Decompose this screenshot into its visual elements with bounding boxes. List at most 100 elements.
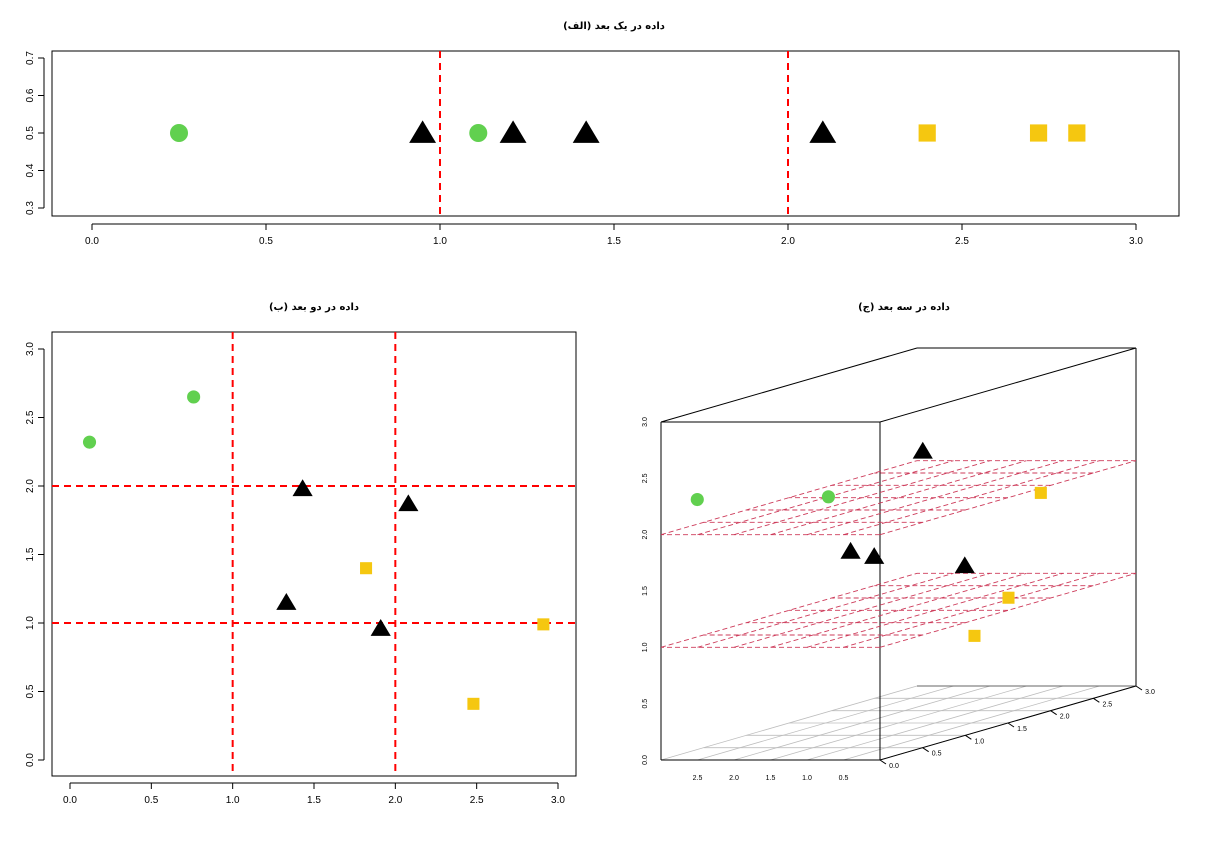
y-tick-mark [1007, 722, 1015, 728]
y-tick-label: 0.0 [889, 763, 899, 770]
data-point-square [467, 697, 480, 710]
x-tick-label: 2.0 [729, 775, 739, 782]
floor-grid-line [660, 685, 918, 761]
y-tick-label: 0.6 [25, 88, 36, 102]
split-plane-line [733, 460, 991, 536]
z-tick-label: 0.5 [642, 699, 649, 709]
data-point-triangle [398, 494, 419, 512]
z-tick-label: 2.0 [642, 530, 649, 540]
x-tick-label: 1.5 [607, 236, 621, 247]
x-tick-label: 2.0 [781, 236, 795, 247]
y-tick-mark [879, 759, 887, 765]
y-tick-label: 0.5 [932, 751, 942, 758]
x-tick-label: 2.5 [955, 236, 969, 247]
x-tick-label: 0.5 [839, 775, 849, 782]
box-edge [660, 347, 918, 423]
x-tick-label: 0.5 [259, 236, 273, 247]
y-tick-label: 0.0 [25, 753, 36, 767]
x-tick-label: 0.0 [85, 236, 99, 247]
y-tick-label: 0.4 [25, 163, 36, 177]
z-tick-label: 0.0 [642, 755, 649, 765]
plot-frame-1d [51, 50, 1180, 217]
data-point-square [918, 124, 936, 142]
x-tick-label: 0.5 [144, 795, 158, 806]
x-tick-label: 2.5 [693, 775, 703, 782]
data-point-triangle [370, 619, 391, 636]
panel-1d: داده در یک بعد (الف) 0.0 0.5 1.0 1.5 2.0 2.5 3… [25, 21, 1180, 247]
data-point-triangle [864, 547, 885, 564]
split-plane-line [770, 572, 1027, 648]
data-point-circle [169, 123, 189, 143]
y-tick-label: 1.0 [974, 738, 984, 745]
z-tick-label: 1.5 [642, 586, 649, 596]
y-tick-label: 0.5 [25, 684, 36, 698]
y-tick-label: 3.0 [25, 342, 36, 356]
y-tick-label: 2.0 [1060, 714, 1070, 721]
y-tick-mark [965, 734, 972, 740]
data-point-circle [821, 490, 835, 504]
panel-3d: داده در سه بعد (ج) 2.5 2.0 1.5 1.0 0.5 0.0 0.5… [642, 302, 1155, 782]
x-tick-label: 1.0 [433, 236, 447, 247]
y-tick-label: 1.0 [25, 616, 36, 630]
x-tick-label: 0.0 [63, 795, 77, 806]
chart-title-2d: داده در دو بعد (ب) [269, 302, 359, 313]
split-plane-line [697, 572, 954, 648]
data-point-square [968, 629, 981, 642]
split-plane-line [733, 572, 991, 648]
data-point-triangle [840, 541, 861, 559]
data-point-square [360, 562, 373, 575]
data-point-square [1068, 124, 1086, 142]
y-tick-mark [1135, 685, 1143, 691]
plot-frame-2d [51, 331, 577, 777]
split-plane-line [806, 572, 1064, 648]
split-plane-line [697, 460, 954, 536]
split-plane-line [770, 460, 1027, 536]
x-tick-label: 3.0 [1129, 236, 1143, 247]
chart-title-1d: داده در یک بعد (الف) [563, 21, 665, 32]
split-plane-line [806, 460, 1064, 536]
data-point-circle [187, 390, 201, 404]
data-point-square [537, 618, 550, 631]
data-point-triangle [499, 120, 527, 143]
data-point-circle [690, 492, 704, 507]
data-point-circle [469, 123, 488, 143]
y-tick-label: 0.5 [25, 126, 36, 140]
x-tick-label: 1.5 [307, 795, 321, 806]
y-tick-label: 1.5 [25, 547, 36, 561]
y-tick-label: 2.0 [25, 479, 36, 493]
data-point-triangle [409, 120, 437, 143]
y-tick-mark [1093, 697, 1100, 703]
data-point-square [1034, 486, 1047, 499]
data-point-triangle [276, 593, 297, 610]
y-tick-label: 0.7 [25, 51, 36, 65]
x-tick-label: 1.5 [766, 775, 776, 782]
z-tick-label: 2.5 [642, 473, 649, 483]
x-tick-label: 3.0 [551, 795, 565, 806]
box-edge [879, 347, 1137, 423]
data-point-triangle [912, 441, 933, 459]
y-tick-label: 0.3 [25, 201, 36, 215]
panel-2d: داده در دو بعد (ب) 0.0 0.5 1.0 1.5 2.0 2.5 3.0… [25, 302, 577, 806]
x-tick-label: 1.0 [226, 795, 240, 806]
data-point-square [1029, 124, 1048, 142]
x-tick-label: 1.0 [802, 775, 812, 782]
x-tick-label: 2.0 [388, 795, 402, 806]
data-point-circle [82, 435, 97, 449]
data-point-triangle [292, 479, 313, 497]
split-plane-line [660, 572, 918, 648]
y-tick-label: 1.5 [1017, 726, 1027, 733]
y-tick-mark [1050, 710, 1057, 716]
y-tick-mark [922, 747, 929, 753]
data-point-triangle [954, 556, 975, 574]
y-tick-label: 3.0 [1145, 689, 1155, 696]
data-point-square [1002, 591, 1015, 604]
z-tick-label: 1.0 [642, 642, 649, 652]
x-tick-label: 2.5 [470, 795, 484, 806]
split-plane-line [660, 460, 918, 536]
data-point-triangle [572, 120, 600, 143]
y-tick-label: 2.5 [25, 410, 36, 424]
y-tick-label: 2.5 [1102, 701, 1112, 708]
chart-title-3d: داده در سه بعد (ج) [858, 302, 950, 313]
z-tick-label: 3.0 [642, 417, 649, 427]
